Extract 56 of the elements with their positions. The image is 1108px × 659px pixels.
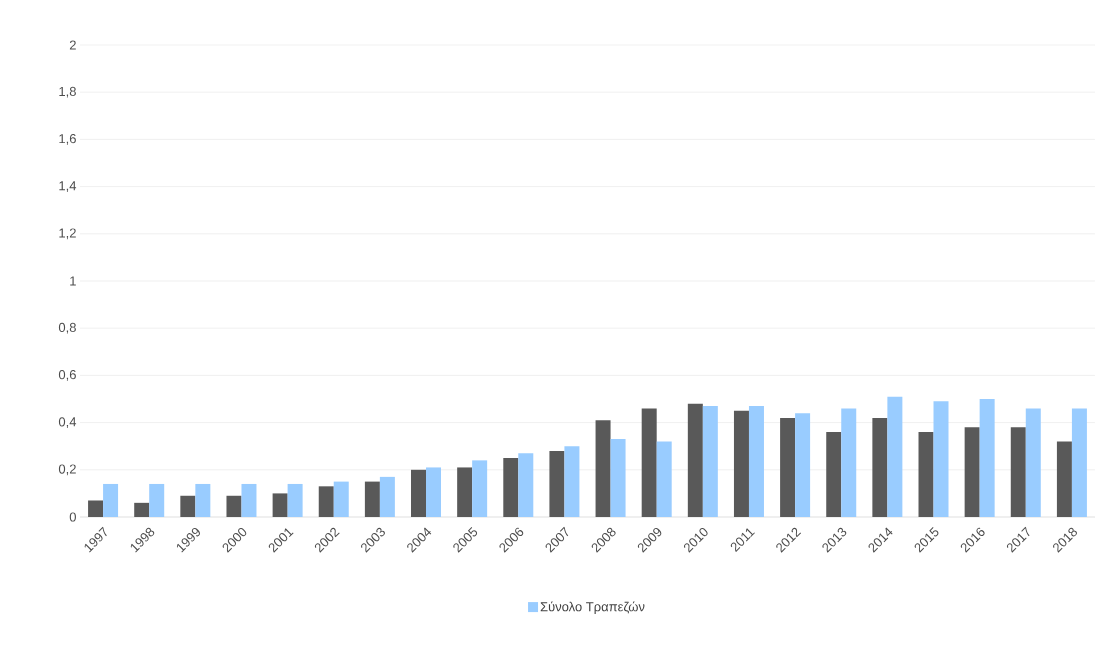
bar	[457, 467, 473, 517]
bar	[364, 481, 380, 517]
bar	[610, 439, 626, 517]
bar	[549, 450, 565, 517]
bar	[887, 396, 903, 517]
bar	[780, 417, 796, 517]
bar	[333, 481, 349, 517]
bar	[88, 500, 104, 517]
y-tick-label: 1,2	[59, 228, 76, 240]
y-tick-label: 1,6	[59, 134, 76, 145]
bar	[933, 401, 949, 517]
bar	[195, 483, 211, 517]
y-tick-label: 2	[69, 40, 76, 50]
y-tick-label: 0,4	[58, 417, 77, 428]
bar	[103, 483, 119, 517]
bar	[287, 483, 303, 517]
bar	[872, 417, 888, 517]
bar	[134, 502, 150, 517]
y-tick-label: 0,2	[58, 464, 76, 476]
bar	[656, 441, 672, 517]
bar	[733, 410, 749, 517]
bar	[687, 403, 703, 517]
y-tick-label: 0,6	[58, 370, 76, 381]
bar	[748, 406, 764, 517]
y-tick-label: 0	[69, 512, 76, 522]
bar	[826, 432, 842, 517]
bar	[1010, 427, 1026, 517]
bar	[702, 406, 718, 517]
bar	[795, 413, 811, 517]
bar	[226, 495, 242, 517]
bar	[918, 432, 934, 517]
bar	[564, 446, 580, 517]
bar	[241, 483, 257, 517]
y-tick-label: 1,4	[59, 181, 77, 192]
y-tick-label: 1	[70, 276, 76, 286]
bar	[272, 493, 288, 517]
bar	[180, 495, 196, 517]
bar	[1025, 408, 1041, 517]
bar	[979, 399, 995, 517]
bar	[472, 460, 488, 517]
bar	[318, 486, 334, 517]
bar	[1071, 408, 1087, 517]
y-tick-label: 1,8	[59, 86, 76, 98]
bar	[411, 469, 427, 517]
bar	[841, 408, 857, 517]
y-tick-label: 0,8	[58, 322, 76, 334]
bar	[503, 458, 519, 517]
bar	[964, 427, 980, 517]
bar	[379, 476, 395, 517]
legend-label: Σύνολο Τραπεζών	[540, 601, 645, 614]
bar	[641, 408, 657, 517]
bar	[1056, 441, 1072, 517]
bar	[149, 483, 165, 517]
bar	[595, 420, 611, 517]
bar	[518, 453, 534, 517]
bar	[426, 467, 442, 517]
